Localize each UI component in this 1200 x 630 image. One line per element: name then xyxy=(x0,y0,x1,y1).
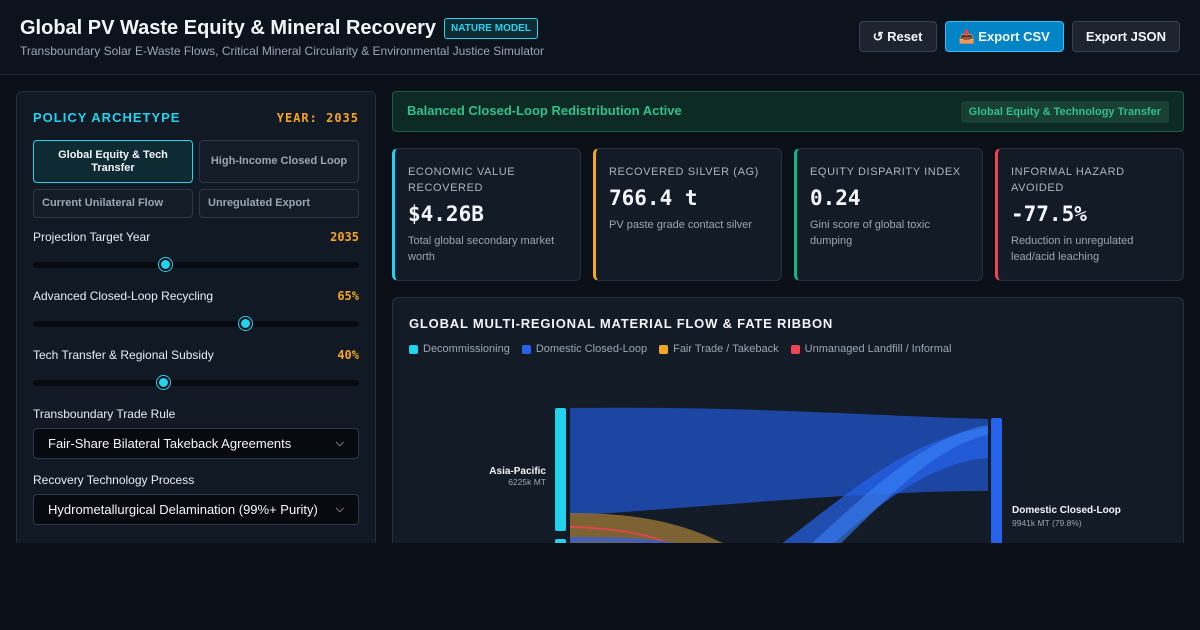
subsidy-slider-thumb[interactable] xyxy=(157,376,171,389)
policy-panel: POLICY ARCHETYPE YEAR: 2035 Global Equit… xyxy=(16,91,376,561)
legend-swatch xyxy=(409,344,418,354)
viewport-blank-area xyxy=(0,543,1200,630)
kpi-description: Gini score of global toxic dumping xyxy=(810,219,930,247)
legend-item-fair-trade: Fair Trade / Takeback xyxy=(659,343,779,355)
legend-swatch xyxy=(521,344,531,354)
year-indicator: YEAR: 2035 xyxy=(276,110,359,125)
kpi-label: ECONOMIC VALUE RECOVERED xyxy=(408,166,516,194)
kpi-label: INFORMAL HAZARD AVOIDED xyxy=(1011,166,1125,194)
kpi-value: 0.24 xyxy=(810,186,861,210)
kpi-hazard-avoided: INFORMAL HAZARD AVOIDED -77.5% Reduction… xyxy=(995,148,1184,281)
header-actions: ↺ Reset 📥 Export CSV Export JSON xyxy=(858,21,1180,52)
sankey-diagram: Asia-Pacific 6225k MT Domestic Closed-Lo… xyxy=(489,407,1121,576)
kpi-value: $4.26B xyxy=(408,202,484,226)
kpi-value: 766.4 t xyxy=(609,186,698,210)
target-year-value: 2035 xyxy=(330,230,359,244)
node-domestic-closed-loop xyxy=(991,418,1002,576)
node-asia-pacific xyxy=(555,408,566,531)
trade-rule-value: Fair-Share Bilateral Takeback Agreements xyxy=(48,436,292,451)
legend-label: Decommissioning xyxy=(423,343,510,355)
legend-label: Unmanaged Landfill / Informal xyxy=(804,343,952,355)
target-year-slider-thumb[interactable] xyxy=(158,258,172,271)
kpi-label: RECOVERED SILVER (AG) xyxy=(609,166,759,178)
subsidy-slider[interactable] xyxy=(33,376,359,389)
target-year-slider[interactable] xyxy=(33,258,359,271)
flow-title: GLOBAL MULTI-REGIONAL MATERIAL FLOW & FA… xyxy=(409,316,834,331)
legend-item-domestic: Domestic Closed-Loop xyxy=(521,343,648,355)
kpi-value: -77.5% xyxy=(1011,202,1087,226)
recycling-label: Advanced Closed-Loop Recycling xyxy=(33,289,214,303)
chevron-down-icon: ⌵ xyxy=(335,503,344,515)
title-row: Global PV Waste Equity & Mineral Recover… xyxy=(20,17,538,40)
kpi-description: Total global secondary market worth xyxy=(408,235,555,263)
status-text: Balanced Closed-Loop Redistribution Acti… xyxy=(407,103,682,118)
legend-label: Fair Trade / Takeback xyxy=(673,343,779,355)
app-title: Global PV Waste Equity & Mineral Recover… xyxy=(20,17,437,39)
app-subtitle: Transboundary Solar E-Waste Flows, Criti… xyxy=(20,44,544,58)
material-flow-panel: GLOBAL MULTI-REGIONAL MATERIAL FLOW & FA… xyxy=(392,297,1184,577)
kpi-label: EQUITY DISPARITY INDEX xyxy=(810,166,961,178)
legend-label: Domestic Closed-Loop xyxy=(535,343,648,355)
kpi-economic-value: ECONOMIC VALUE RECOVERED $4.26B Total gl… xyxy=(392,148,581,281)
archetype-unilateral-button[interactable]: Current Unilateral Flow xyxy=(33,189,193,218)
flow-legend: Decommissioning Domestic Closed-Loop Fai… xyxy=(409,343,951,355)
legend-swatch xyxy=(790,344,800,354)
kpi-equity-disparity: EQUITY DISPARITY INDEX 0.24 Gini score o… xyxy=(794,148,983,281)
kpi-description: PV paste grade contact silver xyxy=(609,219,753,231)
recycling-row: Advanced Closed-Loop Recycling 65% xyxy=(33,289,359,303)
legend-item-decommissioning: Decommissioning xyxy=(409,343,510,355)
trade-rule-select[interactable]: Fair-Share Bilateral Takeback Agreements… xyxy=(33,428,359,459)
status-banner: Balanced Closed-Loop Redistribution Acti… xyxy=(392,91,1184,132)
node-label-asia-pacific: Asia-Pacific xyxy=(489,466,546,477)
status-tag: Global Equity & Technology Transfer xyxy=(960,101,1169,123)
legend-item-landfill: Unmanaged Landfill / Informal xyxy=(790,343,952,355)
node-label-domestic: Domestic Closed-Loop xyxy=(1012,505,1121,516)
ribbon-inflow-domestic-b xyxy=(775,425,988,576)
archetype-closed-loop-button[interactable]: High-Income Closed Loop xyxy=(199,140,359,183)
export-json-button[interactable]: Export JSON xyxy=(1071,21,1180,52)
kpi-recovered-silver: RECOVERED SILVER (AG) 766.4 t PV paste g… xyxy=(593,148,782,281)
recycling-value: 65% xyxy=(337,289,359,303)
archetype-grid: Global Equity & Tech Transfer High-Incom… xyxy=(33,140,359,218)
node-value-asia-pacific: 6225k MT xyxy=(508,477,546,487)
trade-rule-label: Transboundary Trade Rule xyxy=(33,407,176,421)
archetype-global-equity-button[interactable]: Global Equity & Tech Transfer xyxy=(33,140,193,183)
recovery-tech-value: Hydrometallurgical Delamination (99%+ Pu… xyxy=(48,502,318,517)
subsidy-value: 40% xyxy=(337,348,359,362)
app-header: Global PV Waste Equity & Mineral Recover… xyxy=(0,0,1200,75)
model-badge: NATURE MODEL xyxy=(444,18,538,39)
subsidy-label: Tech Transfer & Regional Subsidy xyxy=(33,348,214,362)
legend-swatch xyxy=(659,344,669,354)
recovery-tech-label: Recovery Technology Process xyxy=(33,473,195,487)
panel-header: POLICY ARCHETYPE YEAR: 2035 xyxy=(33,110,359,125)
recovery-tech-select[interactable]: Hydrometallurgical Delamination (99%+ Pu… xyxy=(33,494,359,525)
chevron-down-icon: ⌵ xyxy=(335,437,344,449)
recycling-slider-thumb[interactable] xyxy=(238,317,252,330)
reset-button[interactable]: ↺ Reset xyxy=(858,21,937,52)
export-csv-button[interactable]: 📥 Export CSV xyxy=(944,21,1064,52)
kpi-description: Reduction in unregulated lead/acid leach… xyxy=(1011,235,1134,263)
target-year-row: Projection Target Year 2035 xyxy=(33,230,359,244)
recycling-slider[interactable] xyxy=(33,317,359,330)
node-value-domestic: 9941k MT (79.8%) xyxy=(1012,518,1082,528)
target-year-label: Projection Target Year xyxy=(33,230,151,244)
subsidy-row: Tech Transfer & Regional Subsidy 40% xyxy=(33,348,359,362)
panel-title: POLICY ARCHETYPE xyxy=(33,110,181,125)
archetype-unregulated-button[interactable]: Unregulated Export xyxy=(199,189,359,218)
